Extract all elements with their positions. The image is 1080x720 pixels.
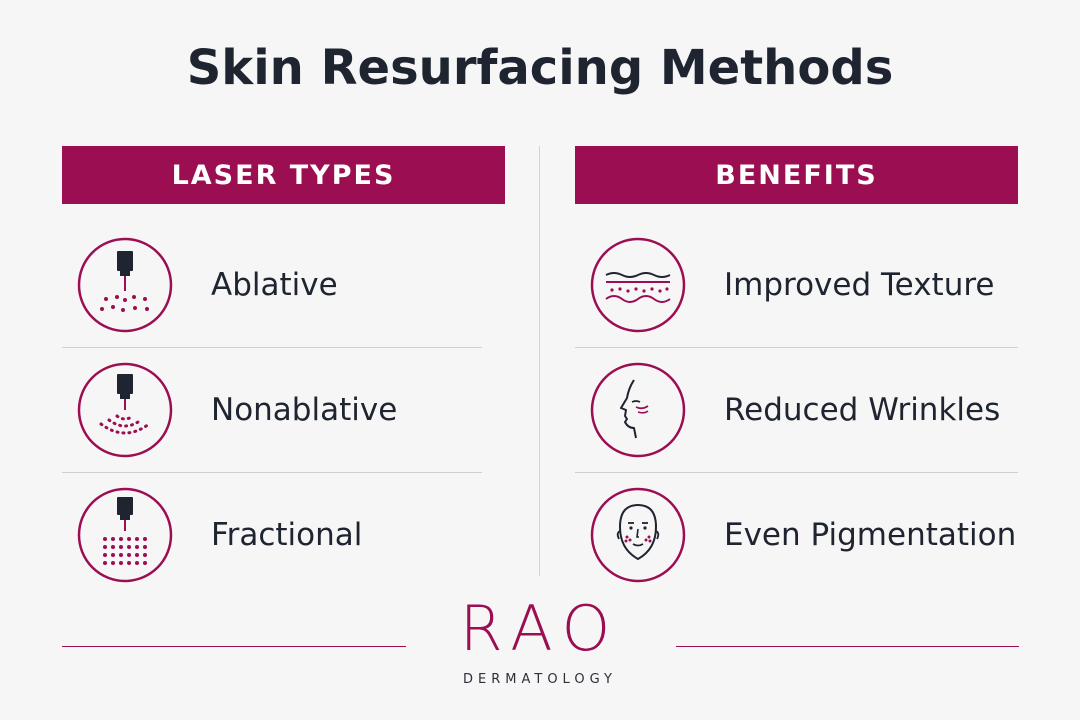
laser-types-list: Ablative Nonab	[62, 222, 505, 597]
list-item-reduced-wrinkles: Reduced Wrinkles	[575, 347, 1018, 472]
face-profile-icon	[590, 362, 686, 458]
laser-types-header: LASER TYPES	[62, 146, 505, 204]
laser-fractional-icon	[77, 487, 173, 583]
brand-logo: RAO	[459, 592, 621, 665]
laser-ablative-icon	[77, 237, 173, 333]
page-title: Skin Resurfacing Methods	[186, 40, 894, 96]
laser-nonablative-icon	[77, 362, 173, 458]
list-item-even-pigmentation: Even Pigmentation	[575, 472, 1018, 597]
benefit-label: Reduced Wrinkles	[724, 391, 1001, 428]
brand-rule-right	[676, 646, 1019, 647]
list-item-improved-texture: Improved Texture	[575, 222, 1018, 347]
laser-types-column: LASER TYPES Ablative	[62, 146, 505, 597]
laser-type-label: Nonablative	[211, 391, 398, 428]
benefit-label: Even Pigmentation	[724, 516, 1017, 553]
laser-type-label: Fractional	[211, 516, 363, 553]
skin-texture-icon	[590, 237, 686, 333]
benefit-label: Improved Texture	[724, 266, 995, 303]
brand-rule-left	[62, 646, 406, 647]
benefits-header: BENEFITS	[575, 146, 1018, 204]
face-front-icon	[590, 487, 686, 583]
list-item-fractional: Fractional	[62, 472, 505, 597]
benefits-list: Improved Texture Reduced Wrinkles	[575, 222, 1018, 597]
list-item-nonablative: Nonablative	[62, 347, 505, 472]
column-divider	[539, 146, 540, 576]
benefits-column: BENEFITS Improved Texture	[575, 146, 1018, 597]
laser-type-label: Ablative	[211, 266, 338, 303]
list-item-ablative: Ablative	[62, 222, 505, 347]
brand-subtitle: DERMATOLOGY	[463, 672, 617, 687]
